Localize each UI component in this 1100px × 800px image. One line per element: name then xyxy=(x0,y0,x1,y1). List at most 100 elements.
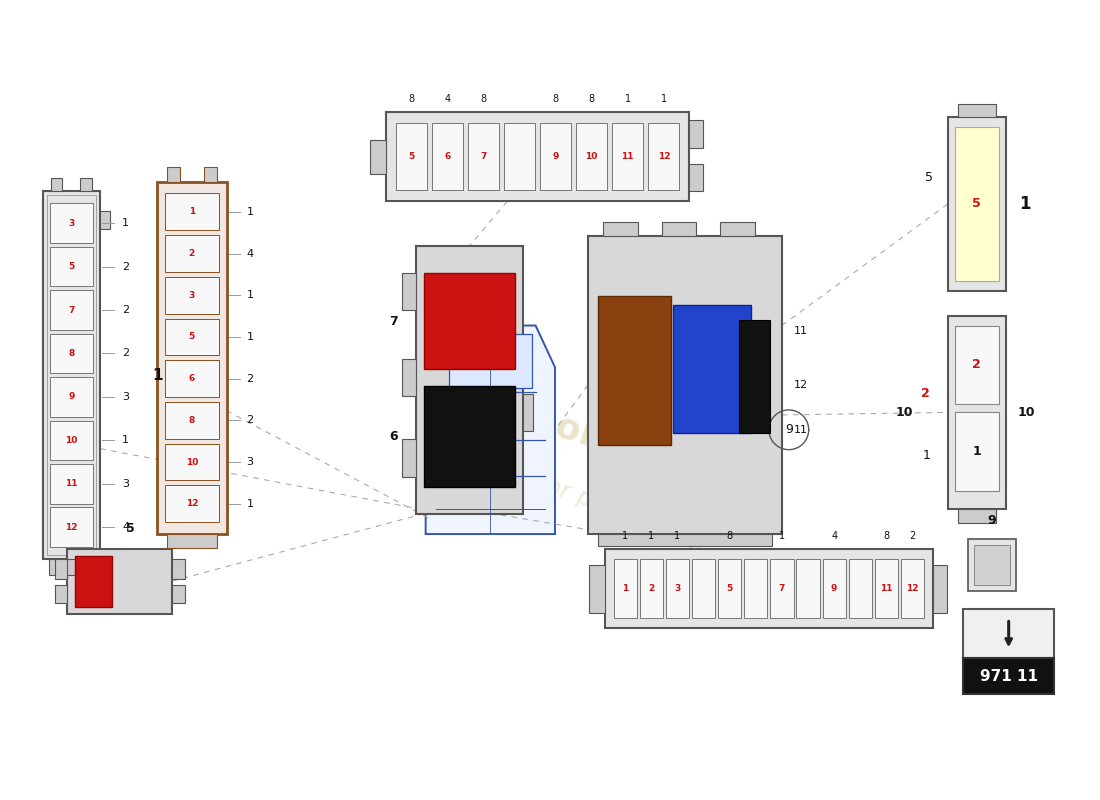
Bar xyxy=(370,140,386,174)
Bar xyxy=(504,123,535,190)
Text: 9: 9 xyxy=(988,514,997,527)
Text: 10: 10 xyxy=(1018,406,1035,419)
Text: 3: 3 xyxy=(674,584,681,593)
Text: 4: 4 xyxy=(122,522,130,532)
Bar xyxy=(165,360,219,397)
Text: 4: 4 xyxy=(832,531,837,541)
Bar xyxy=(718,559,741,618)
Bar xyxy=(796,559,820,618)
Bar xyxy=(76,556,112,606)
Text: 2: 2 xyxy=(922,386,931,399)
Text: 3: 3 xyxy=(189,290,195,300)
Text: 1: 1 xyxy=(623,584,628,593)
Text: 1: 1 xyxy=(623,531,628,541)
Bar xyxy=(770,559,793,618)
Bar xyxy=(587,236,782,534)
Text: 1: 1 xyxy=(122,218,129,228)
Bar xyxy=(692,559,715,618)
Bar xyxy=(167,166,180,182)
Bar xyxy=(100,211,110,229)
Text: 8: 8 xyxy=(408,94,415,104)
Bar xyxy=(50,203,94,243)
Text: 1: 1 xyxy=(674,531,681,541)
Bar xyxy=(933,565,947,613)
Bar xyxy=(204,166,217,182)
Text: 2: 2 xyxy=(648,584,654,593)
Text: 5: 5 xyxy=(125,522,134,535)
Text: 1: 1 xyxy=(922,449,931,462)
Text: 12: 12 xyxy=(658,152,670,162)
Text: 11: 11 xyxy=(880,584,893,593)
Bar xyxy=(50,247,94,286)
Bar xyxy=(396,123,427,190)
Text: 5: 5 xyxy=(972,198,981,210)
Text: 8: 8 xyxy=(481,94,486,104)
Text: 2: 2 xyxy=(189,249,195,258)
Bar xyxy=(165,277,219,314)
Text: 7: 7 xyxy=(68,306,75,314)
Bar xyxy=(449,334,531,388)
Text: 1: 1 xyxy=(972,446,981,458)
Text: 8: 8 xyxy=(68,349,75,358)
Bar xyxy=(974,545,1010,585)
Text: 9: 9 xyxy=(785,423,793,436)
Text: 12: 12 xyxy=(186,499,198,508)
Bar xyxy=(661,222,696,236)
Bar xyxy=(172,585,185,602)
Text: 8: 8 xyxy=(588,94,595,104)
Bar xyxy=(43,191,100,559)
Bar xyxy=(962,609,1055,658)
Text: 1: 1 xyxy=(152,368,163,382)
Bar xyxy=(901,559,924,618)
Bar xyxy=(50,290,94,330)
Text: 7: 7 xyxy=(481,152,486,162)
Text: 10: 10 xyxy=(65,436,78,445)
Bar xyxy=(157,182,227,534)
Bar xyxy=(540,123,571,190)
Bar xyxy=(55,559,67,578)
Bar xyxy=(50,334,94,373)
Text: 4: 4 xyxy=(444,94,451,104)
Text: 7: 7 xyxy=(389,314,398,328)
Bar xyxy=(613,123,644,190)
Text: 6: 6 xyxy=(189,374,195,383)
Text: 1: 1 xyxy=(246,290,253,300)
Text: 4: 4 xyxy=(246,249,254,258)
Bar xyxy=(165,402,219,438)
Text: 1: 1 xyxy=(648,531,654,541)
Text: 971 11: 971 11 xyxy=(980,669,1037,683)
Text: 5: 5 xyxy=(189,333,195,342)
Bar xyxy=(468,123,499,190)
Text: 2: 2 xyxy=(122,349,130,358)
Bar xyxy=(690,120,703,148)
Bar xyxy=(424,273,515,370)
Text: 9: 9 xyxy=(830,584,837,593)
Text: 8: 8 xyxy=(189,416,195,425)
Bar xyxy=(719,222,755,236)
Bar xyxy=(874,559,898,618)
Bar xyxy=(673,305,751,433)
Bar xyxy=(614,559,637,618)
Bar xyxy=(50,464,94,503)
Text: 1: 1 xyxy=(1020,195,1031,213)
Text: © ellebores: © ellebores xyxy=(410,363,646,469)
Bar xyxy=(165,486,219,522)
Text: 2: 2 xyxy=(122,262,130,271)
Bar xyxy=(958,104,996,117)
Bar xyxy=(690,164,703,191)
Bar xyxy=(50,421,94,460)
Text: 6: 6 xyxy=(444,152,451,162)
Bar xyxy=(849,559,872,618)
Bar xyxy=(402,358,416,396)
Text: 9: 9 xyxy=(552,152,559,162)
Bar xyxy=(605,549,933,629)
Bar xyxy=(955,127,999,281)
Text: 3: 3 xyxy=(122,478,129,489)
Bar xyxy=(172,559,185,578)
Text: 12: 12 xyxy=(794,380,807,390)
Text: 6: 6 xyxy=(389,430,398,443)
Text: 3: 3 xyxy=(122,392,129,402)
Bar xyxy=(402,273,416,310)
Bar xyxy=(46,195,97,555)
Text: 5: 5 xyxy=(408,152,415,162)
